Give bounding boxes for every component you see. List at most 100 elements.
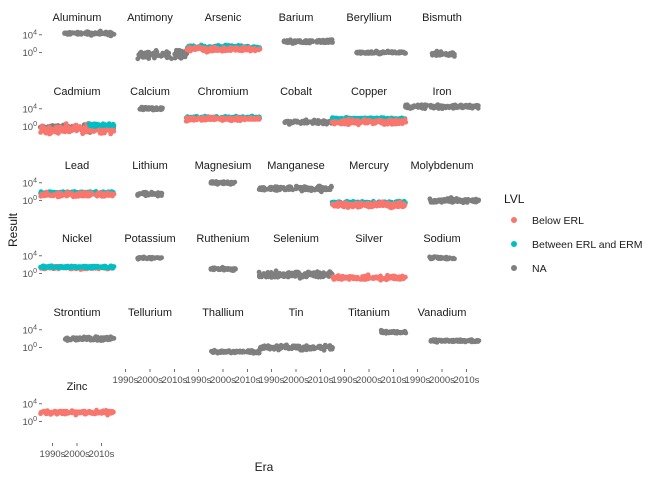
data-point <box>442 337 448 343</box>
data-point <box>54 191 59 197</box>
facet-panel: Magnesium <box>195 160 252 187</box>
legend-label: Between ERL and ERM <box>532 239 643 251</box>
facet-strip-label: Chromium <box>198 86 249 98</box>
data-point <box>248 116 254 122</box>
data-point <box>319 185 325 191</box>
x-tick-label: 1990s <box>186 375 212 386</box>
data-point <box>470 199 476 204</box>
data-point <box>178 55 184 61</box>
data-point <box>62 31 67 36</box>
facet-strip-label: Iron <box>433 86 452 98</box>
legend-swatch <box>511 217 517 223</box>
data-point <box>281 344 287 349</box>
data-point <box>71 265 77 270</box>
data-point <box>316 345 322 350</box>
data-point <box>475 337 480 343</box>
data-point <box>347 203 352 209</box>
facet-panel: Cobalt <box>280 86 336 127</box>
data-point <box>428 255 433 261</box>
data-point <box>393 50 399 56</box>
data-point <box>436 103 442 108</box>
legend-item: Between ERL and ERM <box>511 239 643 251</box>
data-point <box>290 344 296 350</box>
data-point <box>62 336 68 342</box>
data-point <box>172 55 178 61</box>
data-point <box>169 56 174 62</box>
data-point <box>439 255 445 261</box>
facet-panel: Iron <box>403 86 481 112</box>
data-point <box>267 186 273 192</box>
data-point <box>43 265 48 270</box>
data-point <box>158 190 164 196</box>
data-point <box>55 126 60 132</box>
x-tick-label: 1990s <box>113 375 139 386</box>
data-point <box>320 38 325 44</box>
data-point <box>263 345 268 350</box>
data-point <box>217 266 223 272</box>
data-point <box>290 39 296 45</box>
data-point <box>196 115 202 121</box>
facet-strip-label: Lead <box>65 160 89 172</box>
data-point <box>77 124 83 129</box>
facet-strip-label: Magnesium <box>195 160 252 172</box>
data-point <box>399 49 404 55</box>
facet-panel: Sodium <box>423 233 461 262</box>
data-point <box>190 116 195 121</box>
facet-strip-label: Strontium <box>53 307 100 319</box>
data-point <box>432 338 437 343</box>
data-point <box>340 275 346 281</box>
facet-strip-label: Cadmium <box>53 86 100 98</box>
data-point <box>278 184 284 190</box>
data-point <box>256 273 262 278</box>
data-point <box>446 104 452 109</box>
data-point <box>387 329 392 335</box>
data-point <box>399 118 404 124</box>
data-point <box>307 38 312 43</box>
data-point <box>233 46 239 52</box>
data-point <box>285 118 291 124</box>
y-tick-label: 104 <box>23 324 38 336</box>
data-point <box>44 409 50 415</box>
y-tick-label: 104 <box>23 103 38 115</box>
data-point <box>82 411 88 417</box>
facet-strip-label: Calcium <box>130 86 170 98</box>
data-point <box>456 103 462 109</box>
data-point <box>211 349 217 355</box>
facet-panel: Antimony <box>127 12 190 62</box>
data-point <box>108 131 114 137</box>
data-point <box>355 276 361 281</box>
facet-panel: Arsenic <box>184 12 263 55</box>
data-point <box>360 118 366 124</box>
x-tick-label: 1990s <box>405 375 431 386</box>
data-point <box>109 191 115 197</box>
data-point <box>92 264 98 270</box>
facet-strip-label: Lithium <box>132 160 167 172</box>
data-point <box>272 274 278 280</box>
data-point <box>135 193 141 199</box>
facet-panel: Potassium <box>124 233 176 262</box>
data-point <box>450 256 456 261</box>
data-point <box>447 198 453 204</box>
data-point <box>109 409 115 414</box>
data-point <box>448 52 454 58</box>
data-point <box>87 410 93 415</box>
data-point <box>461 338 467 343</box>
facet-strip-label: Beryllium <box>346 12 391 24</box>
facet-panel: Strontium 104 100 <box>23 307 117 354</box>
data-point <box>149 255 155 261</box>
legend-item: NA <box>511 263 547 275</box>
data-point <box>73 30 79 36</box>
data-point <box>242 115 247 121</box>
data-point <box>467 102 473 108</box>
x-tick-label: 2000s <box>429 375 455 386</box>
data-point <box>299 40 305 45</box>
data-point <box>267 346 273 352</box>
data-point <box>110 265 116 271</box>
data-point <box>69 190 75 196</box>
data-point <box>251 47 257 53</box>
data-point <box>441 51 447 57</box>
data-point <box>88 337 93 343</box>
facet-panels: Aluminum 104 100 Antimony Arsenic Barium Beryl… <box>23 12 482 460</box>
